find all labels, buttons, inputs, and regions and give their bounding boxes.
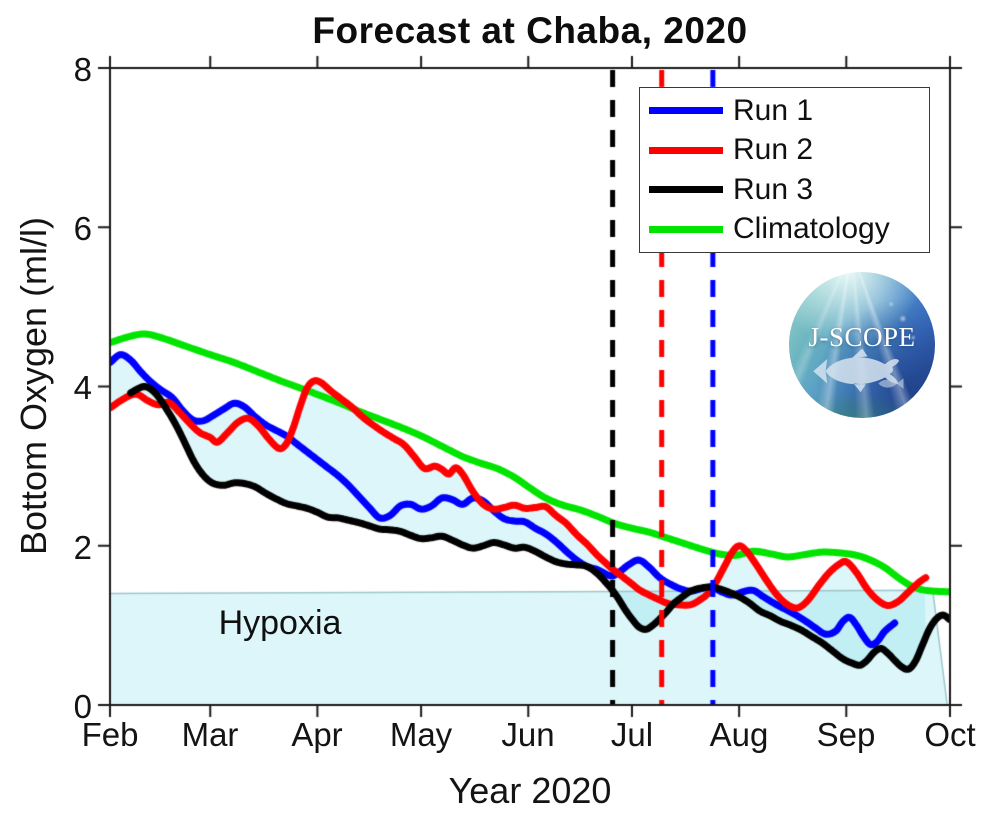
legend-label-run1: Run 1 bbox=[733, 93, 814, 127]
x-tick-label-oct: Oct bbox=[924, 716, 976, 753]
x-tick-label-may: May bbox=[389, 716, 453, 753]
y-tick-label-0: 0 bbox=[73, 688, 92, 725]
legend: Run 1 Run 2 Run 3 Climatology bbox=[639, 87, 930, 253]
x-axis-label: Year 2020 bbox=[448, 770, 612, 811]
legend-label-climatology: Climatology bbox=[733, 212, 890, 246]
x-tick-label-jul: Jul bbox=[610, 716, 654, 753]
y-tick-label-2: 2 bbox=[73, 529, 92, 566]
jscope-logo-text: J-SCOPE bbox=[808, 321, 916, 352]
y-tick-label-4: 4 bbox=[73, 369, 92, 406]
x-tick-label-apr: Apr bbox=[291, 716, 343, 753]
x-tick-label-feb: Feb bbox=[81, 716, 139, 753]
legend-label-run2: Run 2 bbox=[733, 133, 814, 167]
jscope-logo: J-SCOPE bbox=[789, 272, 935, 418]
y-tick-label-6: 6 bbox=[73, 210, 92, 247]
legend-item-run1: Run 1 bbox=[649, 91, 929, 131]
legend-item-climatology: Climatology bbox=[649, 210, 929, 250]
legend-label-run3: Run 3 bbox=[733, 172, 814, 206]
y-tick-label-8: 8 bbox=[73, 51, 92, 88]
legend-line-swatch-run1 bbox=[649, 107, 723, 115]
legend-item-run2: Run 2 bbox=[649, 131, 929, 171]
x-tick-label-jun: Jun bbox=[501, 716, 555, 753]
hypoxia-region-label: Hypoxia bbox=[218, 604, 342, 642]
legend-line-swatch-run3 bbox=[649, 186, 723, 194]
legend-line-swatch-climatology bbox=[649, 225, 723, 233]
x-tick-label-sep: Sep bbox=[816, 716, 876, 753]
sun-rays-icon bbox=[789, 272, 935, 418]
x-tick-label-mar: Mar bbox=[181, 716, 239, 753]
chart-title: Forecast at Chaba, 2020 bbox=[312, 10, 748, 51]
legend-line-swatch-run2 bbox=[649, 146, 723, 154]
legend-item-run3: Run 3 bbox=[649, 170, 929, 210]
fish-icon bbox=[813, 348, 900, 393]
small-fish-icon bbox=[877, 378, 904, 390]
x-tick-label-aug: Aug bbox=[709, 716, 769, 753]
